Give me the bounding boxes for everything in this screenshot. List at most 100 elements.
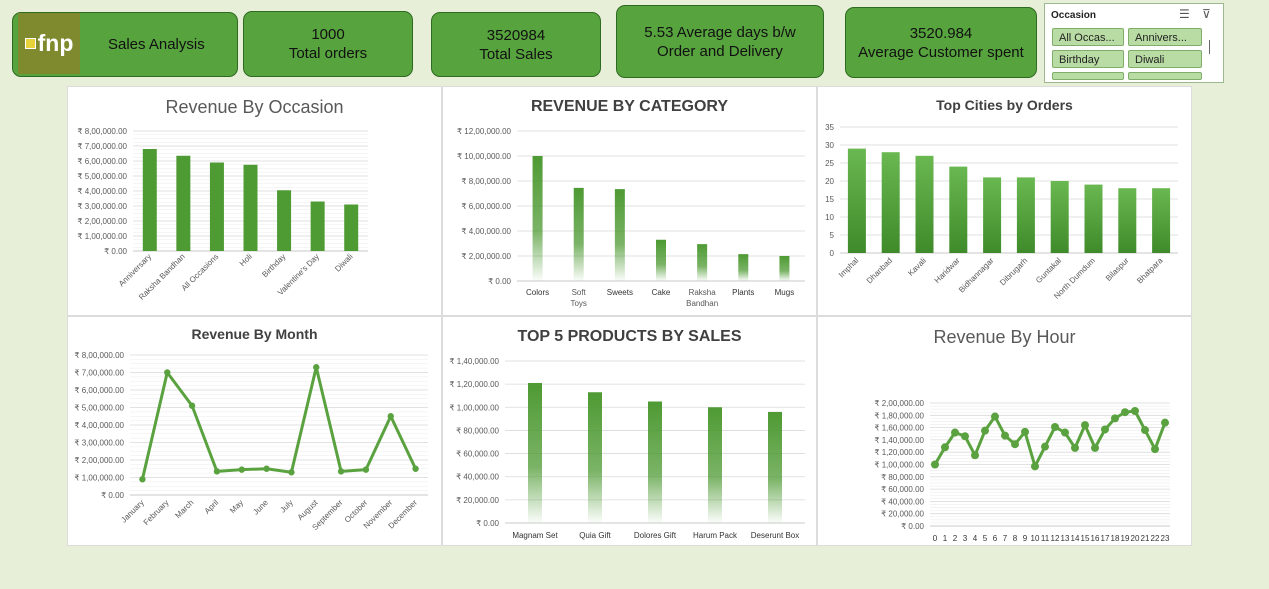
y-tick-label: ₹ 1,20,000.00	[449, 380, 499, 389]
kpi-delivery-days: 5.53 Average days b/w Order and Delivery	[616, 5, 824, 78]
y-tick-label: ₹ 20,000.00	[456, 496, 499, 505]
x-tick-label: 16	[1091, 534, 1100, 543]
x-tick-label: Guntakal	[1034, 256, 1063, 285]
data-point	[362, 466, 370, 473]
y-tick-label: 25	[825, 159, 834, 168]
slicer-item-partial[interactable]	[1052, 72, 1124, 80]
logo-text: fnp	[37, 30, 74, 56]
data-point	[1071, 443, 1079, 452]
x-tick-label: 0	[933, 534, 938, 543]
series-line	[933, 409, 1167, 468]
y-tick-label: 5	[830, 231, 835, 240]
x-tick-label: April	[203, 498, 221, 516]
x-tick-label: Bilaspur	[1104, 256, 1131, 283]
x-tick-label: Plants	[732, 288, 754, 297]
x-tick-label: Bhatpara	[1135, 256, 1165, 286]
bar	[573, 187, 584, 281]
kpi-label: Total orders	[288, 45, 368, 62]
x-tick-label: July	[278, 498, 294, 514]
clear-filter-icon[interactable]: ⊽	[1202, 7, 1211, 21]
y-tick-label: ₹ 7,00,000.00	[74, 369, 124, 378]
x-tick-label: 11	[1041, 534, 1050, 543]
slicer-item-all-occasions[interactable]: All Occas...	[1052, 28, 1124, 46]
bar	[344, 204, 359, 251]
y-tick-label: ₹ 1,60,000.00	[874, 424, 924, 433]
bar	[277, 190, 292, 251]
cities-chart-svg: 0 5 10 15 20 25 30 35 Imphal Dhanbad Kavali Haridwa…	[825, 123, 1178, 301]
slicer-item-partial[interactable]	[1128, 72, 1202, 80]
multi-select-icon[interactable]: ☰	[1179, 7, 1190, 21]
slicer-scrollbar[interactable]	[1209, 40, 1210, 54]
data-point	[1041, 442, 1049, 451]
data-point	[951, 428, 959, 437]
data-point	[288, 469, 295, 476]
data-point	[961, 432, 969, 441]
x-tick-label: 21	[1141, 534, 1150, 543]
data-point	[387, 413, 394, 420]
data-point	[1141, 426, 1149, 435]
data-point	[1021, 427, 1029, 436]
y-tick-label: ₹ 1,00,000.00	[77, 232, 127, 241]
bar	[738, 254, 749, 281]
data-point	[1081, 421, 1089, 430]
kpi-total-orders: 1000 Total orders	[243, 11, 413, 77]
data-point	[981, 426, 989, 435]
x-tick-label: 17	[1101, 534, 1110, 543]
y-tick-label: ₹ 5,00,000.00	[77, 172, 127, 181]
fnp-logo: fnp	[18, 13, 80, 74]
bar	[310, 201, 325, 251]
x-tick-label-line2: Bandhan	[686, 299, 718, 308]
kpi-avg-customer-spent: 3520.984 Average Customer spent	[845, 7, 1037, 78]
chart-panel-products: TOP 5 PRODUCTS BY SALES ₹ 0.00 ₹ 20,000.0…	[442, 316, 817, 546]
slicer-item-diwali[interactable]: Diwali	[1128, 50, 1202, 68]
kpi-label: Average Customer spent	[858, 43, 1024, 61]
x-tick-label: February	[142, 498, 171, 527]
x-tick-label: Holi	[238, 252, 254, 268]
x-tick-label: 15	[1081, 534, 1090, 543]
y-tick-label: ₹ 2,00,000.00	[874, 399, 924, 408]
bar	[142, 149, 157, 251]
bar	[779, 256, 790, 281]
y-tick-label: ₹ 0.00	[488, 277, 511, 286]
y-tick-label: ₹ 1,00,000.00	[874, 461, 924, 470]
y-tick-label: ₹ 4,00,000.00	[461, 227, 511, 236]
x-tick-label: Diwali	[333, 252, 355, 274]
x-tick-label: Dibrugarh	[998, 256, 1029, 287]
slicer-item-birthday[interactable]: Birthday	[1052, 50, 1124, 68]
data-point	[188, 402, 196, 409]
x-tick-label: 23	[1161, 534, 1170, 543]
x-tick-label: 7	[1003, 534, 1008, 543]
bar	[881, 152, 900, 253]
bar	[1084, 184, 1103, 253]
x-tick-label: 19	[1121, 534, 1130, 543]
x-tick-label: Dhanbad	[865, 256, 894, 285]
y-tick-label: ₹ 20,000.00	[881, 510, 924, 519]
dashboard-title: Sales Analysis	[108, 36, 205, 53]
bar	[176, 155, 191, 251]
chart-title: TOP 5 PRODUCTS BY SALES	[517, 328, 742, 345]
kpi-total-sales: 3520984 Total Sales	[431, 12, 601, 77]
y-tick-label: ₹ 8,00,000.00	[74, 351, 124, 360]
y-tick-label: ₹ 1,00,000.00	[449, 403, 499, 412]
data-point	[1121, 408, 1129, 417]
slicer-item-anniversary[interactable]: Annivers...	[1128, 28, 1202, 46]
kpi-value: 1000	[311, 26, 345, 43]
y-tick-label: ₹ 80,000.00	[881, 473, 924, 482]
bar	[532, 156, 543, 281]
products-chart-svg: ₹ 0.00 ₹ 20,000.00 ₹ 40,000.00 ₹ 60,000.00 ₹…	[449, 357, 805, 540]
chart-panel-occasion: Revenue By Occasion ₹ 0.00 ₹ 1,00,000.00 ₹…	[67, 86, 442, 316]
bar	[768, 411, 782, 523]
x-tick-label: 14	[1071, 534, 1080, 543]
bar	[656, 239, 666, 281]
x-tick-label: Haridwar	[933, 256, 962, 285]
data-point	[213, 468, 221, 475]
bar	[915, 155, 934, 253]
x-tick-label: June	[251, 498, 270, 517]
x-tick-label: March	[173, 498, 195, 520]
bar	[1118, 188, 1137, 253]
x-tick-label: Birthday	[260, 252, 287, 279]
x-tick-label-line2: Toys	[570, 299, 586, 308]
kpi-value: 5.53 Average days b/w	[644, 23, 796, 41]
y-tick-label: ₹ 6,00,000.00	[74, 386, 124, 395]
kpi-value: 3520.984	[909, 24, 973, 42]
